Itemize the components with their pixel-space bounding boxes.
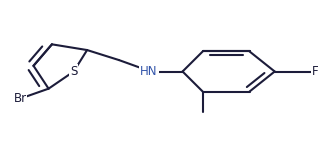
Text: F: F [312, 65, 318, 78]
Text: S: S [70, 65, 77, 78]
Text: Br: Br [13, 92, 27, 105]
Text: HN: HN [140, 65, 158, 78]
